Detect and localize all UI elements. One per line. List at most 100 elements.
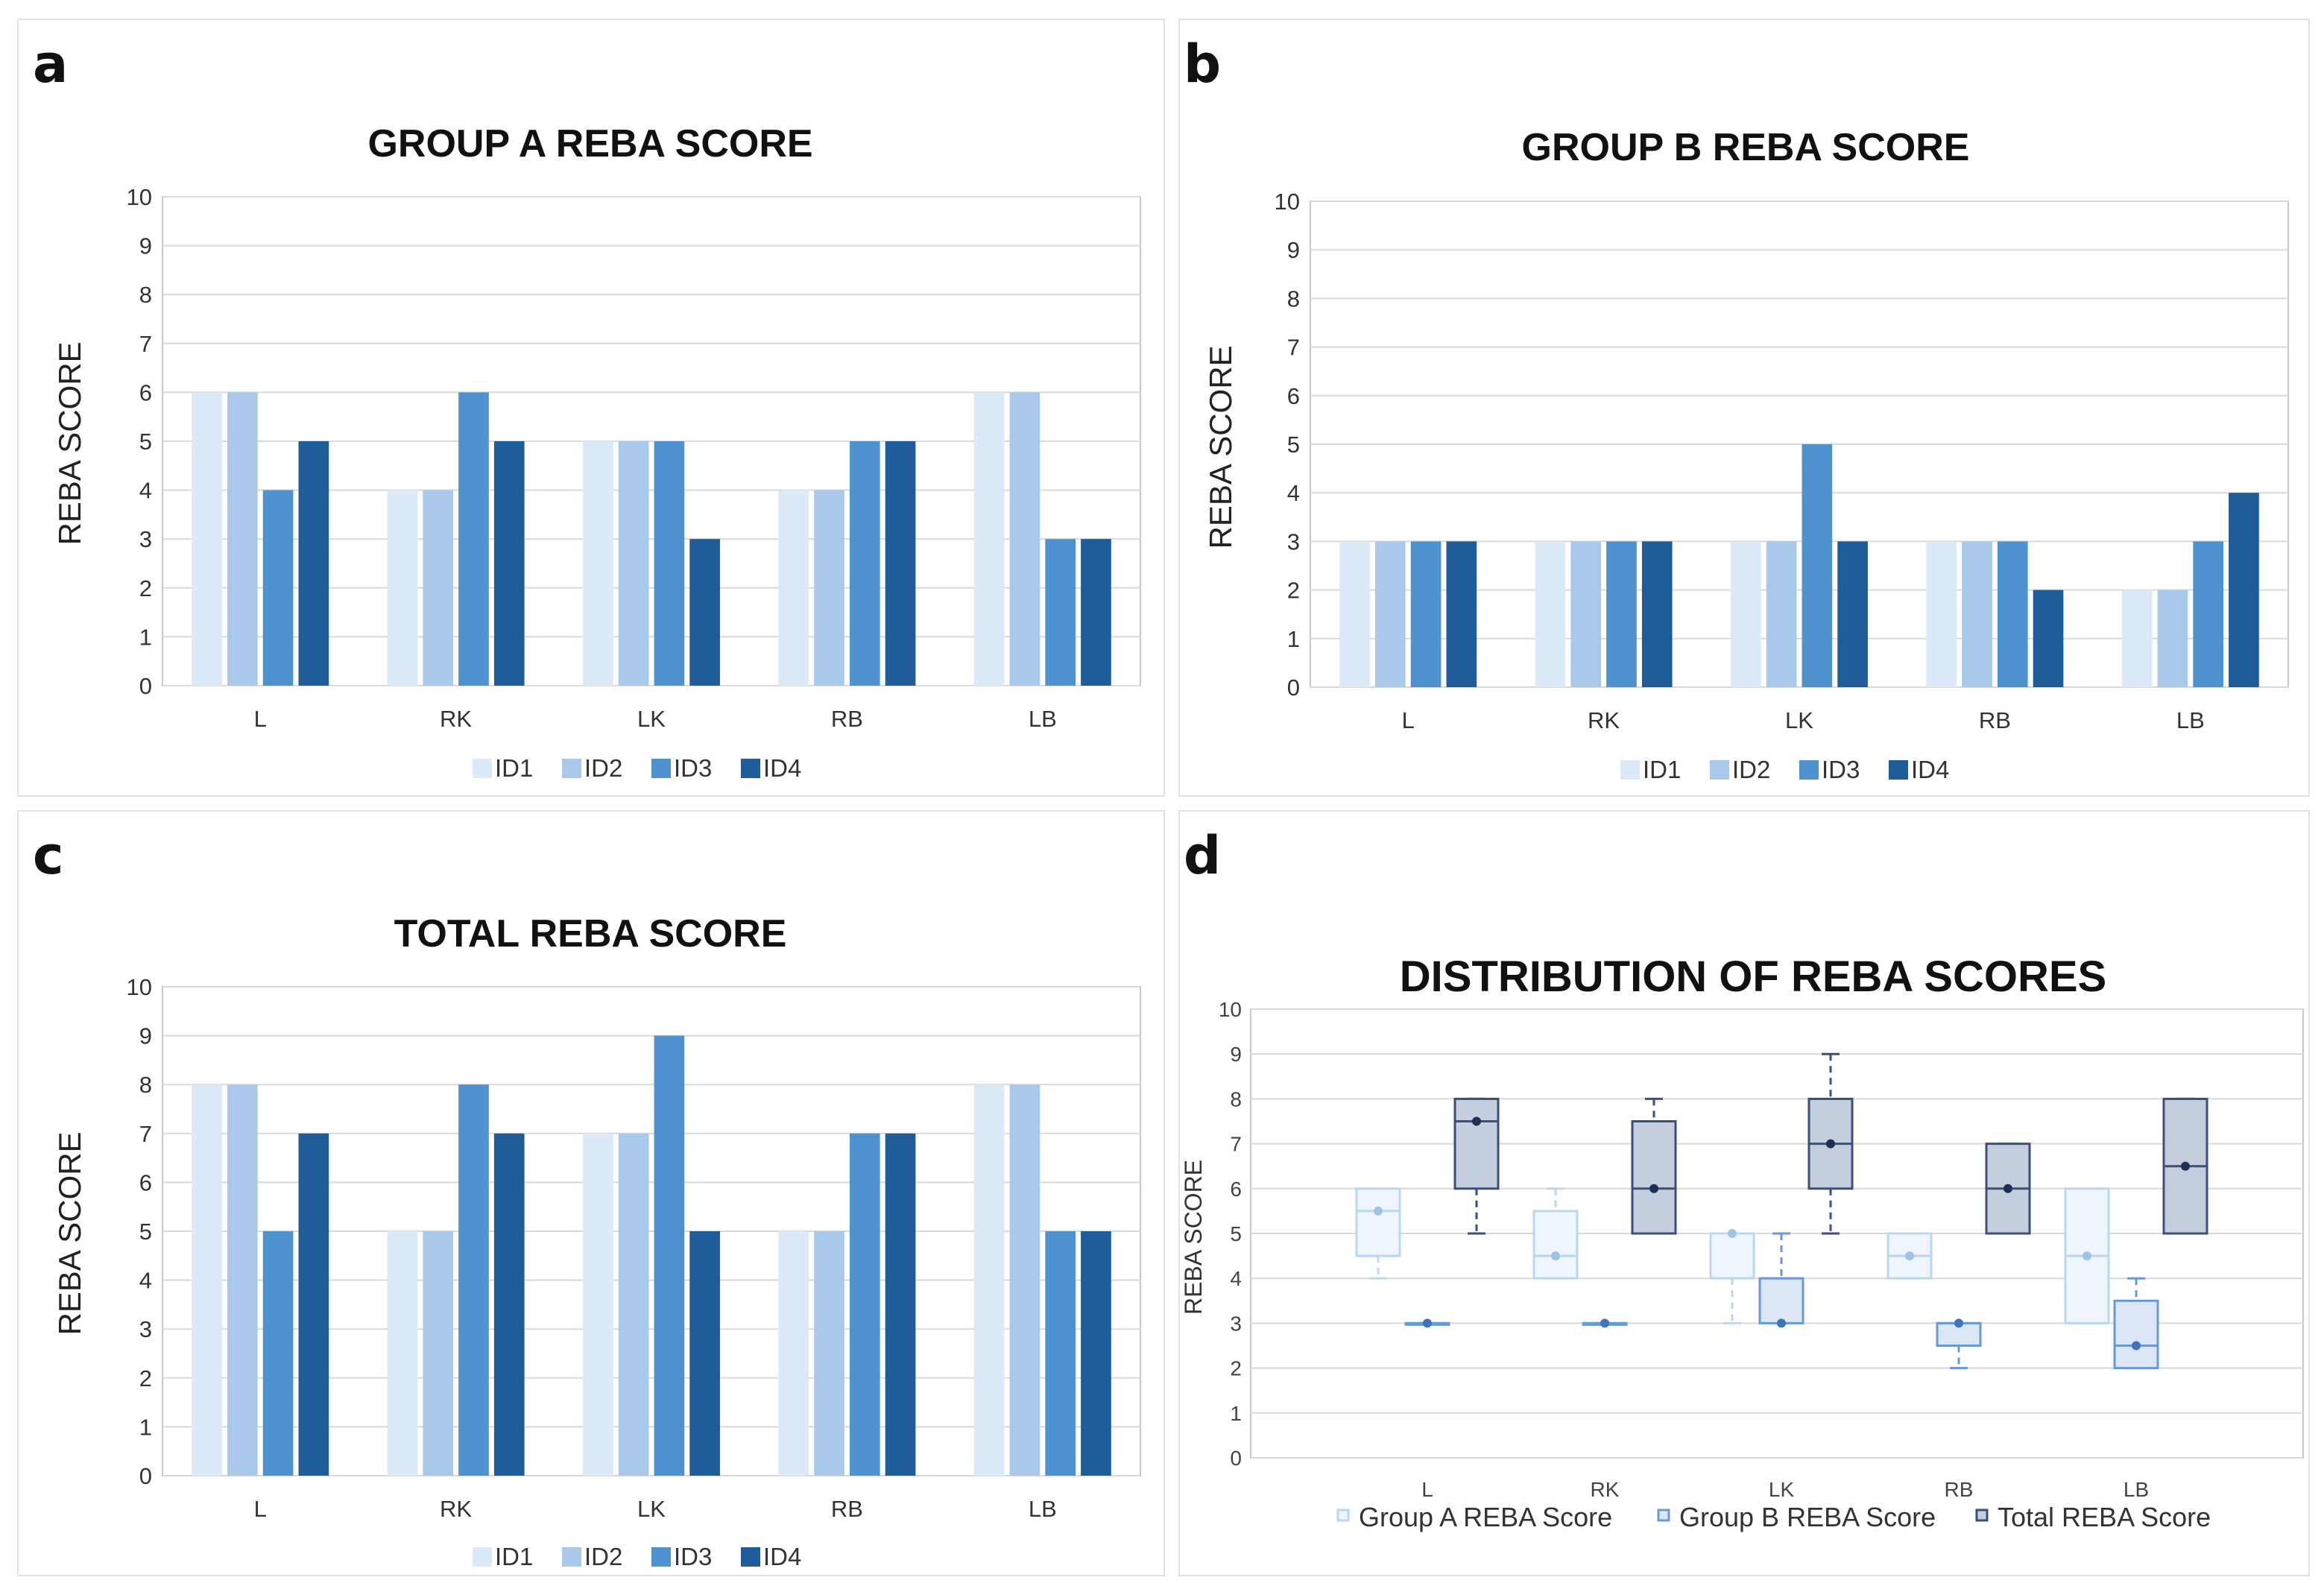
median-marker: [1728, 1229, 1737, 1238]
bar-id2-lk: [1766, 541, 1797, 687]
panel-letter-c: c: [33, 825, 64, 886]
bar-id1-lk: [583, 441, 613, 686]
y-tick-label: 10: [127, 184, 152, 210]
median-marker: [1777, 1318, 1786, 1328]
y-tick-label: 4: [139, 1268, 152, 1294]
legend-label-id2: ID2: [584, 754, 622, 782]
median-marker: [1649, 1184, 1658, 1193]
box-total-l: [1453, 1097, 1500, 1235]
y-tick-label: 1: [1230, 1402, 1242, 1425]
chart-d-ylabel: REBA SCORE: [1180, 1160, 1207, 1315]
x-tick-label: L: [254, 706, 267, 732]
bar-id3-lb: [1045, 539, 1076, 686]
y-tick-label: 8: [139, 1072, 152, 1098]
legend-label-id4: ID4: [763, 754, 801, 782]
legend-swatch-id1: [1620, 760, 1640, 780]
bar-id3-lk: [654, 441, 685, 686]
y-tick-label: 10: [1275, 189, 1300, 215]
y-tick-label: 0: [1287, 674, 1300, 701]
bar-id1-lk: [583, 1133, 613, 1476]
bar-id3-lk: [1802, 444, 1833, 687]
chart-c-ylabel: REBA SCORE: [52, 1131, 87, 1335]
bar-id1-lk: [1731, 541, 1761, 687]
legend-label-id1: ID1: [1643, 756, 1681, 783]
box-total-lb: [2162, 1097, 2208, 1235]
median-marker: [2083, 1251, 2091, 1261]
panel-letter-a: a: [33, 34, 68, 95]
legend-label-group-a: Group A REBA Score: [1359, 1502, 1612, 1532]
legend-swatch-id2: [1710, 760, 1729, 780]
bar-id1-lb: [973, 1084, 1005, 1476]
legend-swatch-id1: [473, 759, 492, 778]
bar-id4-rk: [493, 1133, 525, 1476]
median-marker: [1954, 1318, 1963, 1328]
y-tick-label: 6: [139, 1169, 152, 1195]
box-iqr: [1709, 1232, 1755, 1280]
x-tick-label: RB: [1945, 1478, 1974, 1501]
y-tick-label: 3: [139, 1316, 152, 1342]
y-tick-label: 3: [1287, 528, 1300, 555]
legend-label-id2: ID2: [1732, 756, 1770, 783]
bar-id3-rb: [849, 441, 880, 686]
x-tick-label: LB: [1029, 706, 1057, 732]
legend-swatch-total: [1975, 1508, 1989, 1522]
legend: Group A REBA Score Group B REBA Score Tota…: [1336, 1502, 2211, 1532]
box-iqr: [1532, 1210, 1579, 1280]
x-tick-label: LK: [637, 1496, 666, 1522]
bar-id4-rk: [493, 441, 525, 686]
y-tick-label: 9: [139, 1023, 152, 1049]
bar-id4-l: [298, 441, 329, 686]
y-tick-label: 10: [1219, 998, 1242, 1021]
median-marker: [1472, 1116, 1481, 1126]
legend-label-id3: ID3: [1822, 756, 1860, 783]
box-group-b-lk: [1758, 1232, 1804, 1328]
bar-id2-lk: [618, 441, 649, 686]
legend-swatch-id1: [473, 1547, 492, 1567]
y-tick-label: 6: [1230, 1178, 1242, 1201]
bar-id2-rk: [1570, 541, 1602, 687]
legend-swatch-id3: [651, 759, 671, 778]
y-tick-label: 8: [139, 282, 152, 308]
legend-label-id4: ID4: [1911, 756, 1949, 783]
y-tick-label: 5: [139, 1219, 152, 1245]
box-group-b-rk: [1582, 1318, 1628, 1328]
chart-a: 0 1 2 3 4 5 6 7 8 9 10 L RK LK RB LB ID1 ID2 ID3 ID4: [127, 184, 1141, 782]
median-marker: [2132, 1341, 2141, 1350]
x-tick-label: RK: [1591, 1478, 1620, 1501]
legend-label-id3: ID3: [674, 754, 712, 782]
median-marker: [1423, 1318, 1432, 1328]
box-group-b-l: [1404, 1318, 1450, 1328]
y-tick-label: 10: [127, 974, 152, 1000]
legend-label-id4: ID4: [763, 1543, 801, 1570]
y-tick-label: 1: [139, 624, 152, 650]
bar-id4-lb: [1081, 539, 1111, 686]
legend: ID1 ID2 ID3 ID4: [1620, 756, 1949, 783]
median-marker: [2181, 1161, 2190, 1171]
bar-id2-rk: [423, 490, 454, 686]
y-tick-label: 3: [139, 526, 152, 552]
y-tick-label: 8: [1230, 1087, 1242, 1110]
chart-a-title: GROUP A REBA SCORE: [367, 122, 812, 165]
bar-id4-lk: [1837, 541, 1868, 687]
bar-id1-rb: [778, 1231, 809, 1476]
y-tick-label: 1: [139, 1414, 152, 1440]
legend-swatch-group-b: [1657, 1508, 1670, 1522]
bar-id4-rb: [885, 441, 916, 686]
bar-id1-lb: [2121, 590, 2153, 687]
bar-id3-rk: [458, 392, 489, 686]
bar-id2-rk: [423, 1231, 454, 1476]
bar-id3-rb: [849, 1133, 880, 1476]
bar-id2-l: [1374, 541, 1406, 687]
x-tick-label: LB: [2124, 1478, 2149, 1501]
x-tick-label: LK: [637, 706, 666, 732]
y-tick-label: 7: [1230, 1133, 1242, 1156]
chart-a-ylabel: REBA SCORE: [52, 341, 87, 545]
y-tick-label: 6: [139, 379, 152, 405]
y-tick-label: 4: [139, 478, 152, 504]
y-tick-label: 4: [1287, 480, 1300, 506]
bar-id2-rb: [1962, 541, 1992, 687]
panel-letter-d: d: [1184, 825, 1221, 886]
bar-id4-rk: [1641, 541, 1673, 687]
panel-c-frame: [17, 810, 1165, 1576]
x-tick-label: RK: [1588, 707, 1620, 733]
